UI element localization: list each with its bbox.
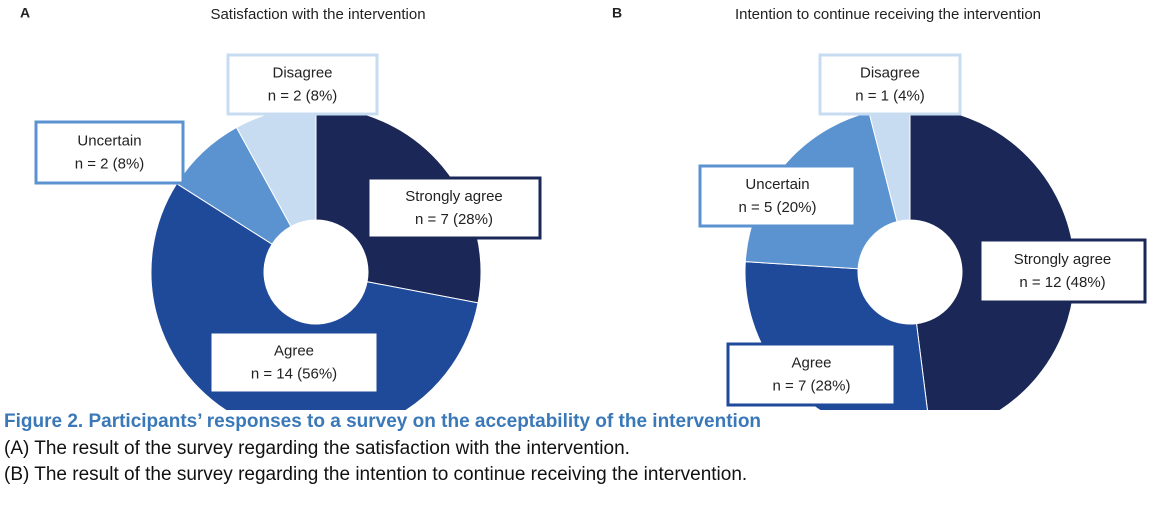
category-label: Agree xyxy=(791,354,831,371)
value-label: n = 7 (28%) xyxy=(415,211,493,228)
label-box xyxy=(366,176,542,240)
value-label: n = 14 (56%) xyxy=(251,365,337,382)
label-box xyxy=(208,330,380,395)
category-label: Strongly agree xyxy=(1014,251,1112,268)
caption-line: (B) The result of the survey regarding t… xyxy=(4,464,748,485)
value-label: n = 5 (20%) xyxy=(739,199,817,216)
label-box xyxy=(978,238,1147,304)
label-box xyxy=(226,53,379,116)
value-label: n = 12 (48%) xyxy=(1019,274,1105,291)
label-box xyxy=(698,164,857,228)
panel-label: B xyxy=(612,5,622,21)
category-label: Disagree xyxy=(272,64,332,81)
category-label: Uncertain xyxy=(745,176,809,193)
caption-title: Figure 2. Participants’ responses to a s… xyxy=(4,411,762,432)
value-label: n = 7 (28%) xyxy=(773,377,851,394)
caption-line: (A) The result of the survey regarding t… xyxy=(4,438,630,459)
label-box xyxy=(34,120,185,185)
category-label: Disagree xyxy=(860,64,920,81)
figure: A Satisfaction with the intervention Stron… xyxy=(20,5,1147,410)
label-box xyxy=(726,342,897,407)
value-label: n = 2 (8%) xyxy=(75,155,145,172)
value-label: n = 1 (4%) xyxy=(855,87,925,104)
label-box xyxy=(818,53,962,116)
value-label: n = 2 (8%) xyxy=(268,87,338,104)
labels: A Satisfaction with the intervention Stron… xyxy=(20,5,1147,407)
category-label: Strongly agree xyxy=(405,188,503,205)
chart-title: Intention to continue receiving the inte… xyxy=(735,6,1041,23)
category-label: Agree xyxy=(274,342,314,359)
chart-title: Satisfaction with the intervention xyxy=(210,6,425,23)
category-label: Uncertain xyxy=(77,132,141,149)
panel-label: A xyxy=(20,5,30,21)
